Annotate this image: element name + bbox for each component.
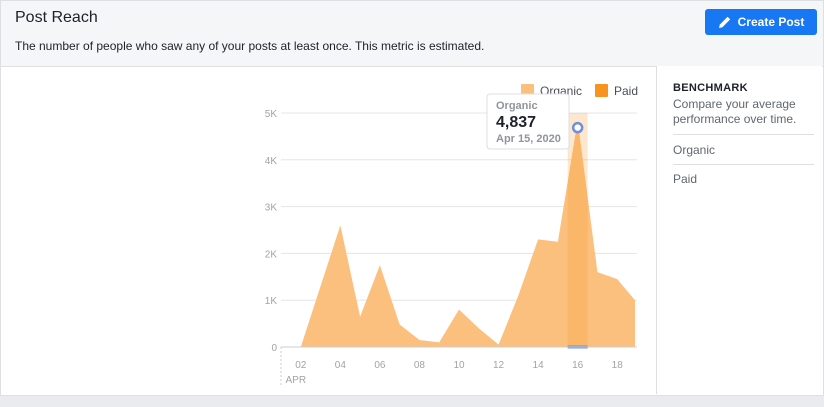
benchmark-divider (673, 134, 814, 135)
chart-container: 0 1K 2K 3K 4K 5K 02 04 06 08 10 12 14 16 18 APR Organic P… (1, 67, 656, 395)
legend-label: Paid (614, 84, 638, 98)
y-tick-label: 3K (265, 203, 278, 214)
benchmark-title: BENCHMARK (673, 82, 748, 94)
y-tick-label: 1K (265, 296, 278, 307)
x-tick-label: 18 (612, 360, 624, 371)
create-post-label: Create Post (737, 15, 805, 29)
x-axis-month-label: APR (285, 375, 306, 386)
pencil-icon (718, 16, 730, 28)
sidebar-divider (656, 66, 657, 394)
y-tick-label: 5K (265, 109, 278, 120)
benchmark-paid[interactable]: Paid (673, 172, 698, 186)
y-tick-label: 0 (271, 343, 277, 354)
tooltip-value: 4,837 (496, 114, 536, 131)
x-tick-label: 12 (493, 360, 505, 371)
x-tick-label: 02 (295, 360, 307, 371)
y-tick-label: 2K (265, 249, 278, 260)
tooltip-box (486, 93, 570, 150)
organic-area (281, 120, 636, 347)
benchmark-description: Compare your average performance over ti… (673, 97, 797, 126)
x-tick-label: 08 (414, 360, 426, 371)
x-tick-label: 06 (374, 360, 386, 371)
create-post-button[interactable]: Create Post (705, 9, 817, 35)
tooltip-date: Apr 15, 2020 (496, 133, 561, 145)
page-title: Post Reach (15, 9, 98, 26)
hover-point (571, 121, 584, 134)
x-tick-label: 16 (572, 360, 584, 371)
tooltip-series: Organic (496, 100, 538, 112)
y-tick-label: 4K (265, 156, 278, 167)
x-tick-label: 14 (533, 360, 545, 371)
chart-tooltip: Organic 4,837 Apr 15, 2020 (486, 93, 570, 150)
legend-swatch (595, 84, 608, 97)
card-header: Post Reach The number of people who saw … (1, 1, 823, 67)
legend-item-paid[interactable]: Paid (595, 84, 638, 98)
benchmark-organic[interactable]: Organic (673, 143, 716, 157)
post-reach-chart: 0 1K 2K 3K 4K 5K 02 04 06 08 10 12 14 16 18 APR Organic P… (265, 84, 638, 386)
x-tick-label: 04 (335, 360, 347, 371)
benchmark-divider (673, 164, 814, 165)
metric-description: The number of people who saw any of your… (15, 39, 485, 53)
benchmark-panel: BENCHMARK Compare your average performan… (657, 66, 822, 394)
x-tick-label: 10 (453, 360, 465, 371)
hover-band (567, 113, 588, 347)
